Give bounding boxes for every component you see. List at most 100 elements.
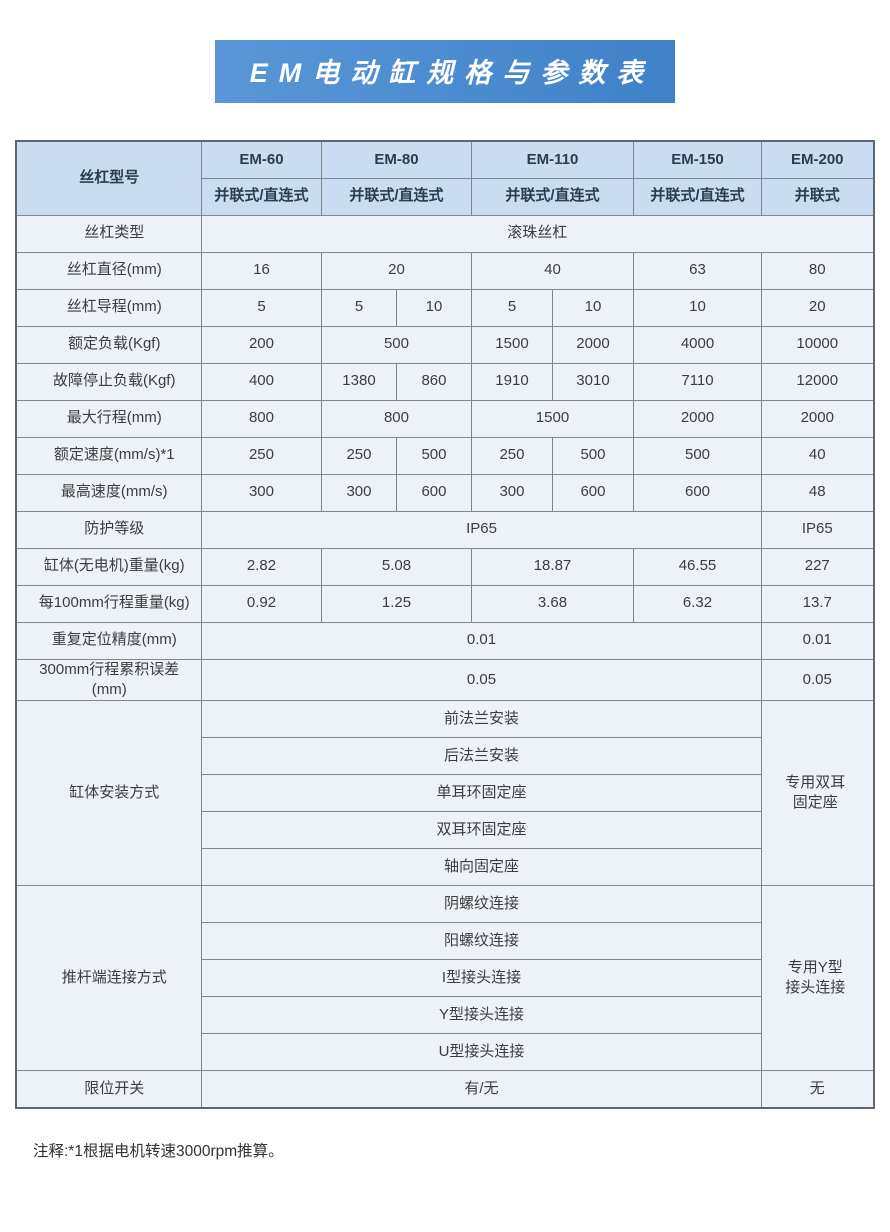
table-row: 额定负载(Kgf) 200 500 1500 2000 4000 10000 <box>15 325 874 364</box>
table-cell: 227 <box>761 547 874 586</box>
row-label: 缸体安装方式 <box>15 700 202 886</box>
table-row: 防护等级 IP65 IP65 <box>15 510 874 549</box>
table-cell: 13.7 <box>761 584 874 623</box>
table-cell: 3010 <box>551 362 635 401</box>
table-cell: 5.08 <box>320 547 472 586</box>
table-cell: 2000 <box>761 399 874 438</box>
table-cell: 40 <box>761 436 874 475</box>
table-row: 故障停止负载(Kgf) 400 1380 860 1910 3010 7110 12000 <box>15 362 874 401</box>
table-row: U型接头连接 <box>16 1033 873 1071</box>
title-banner: EM电动缸规格与参数表 <box>215 40 675 103</box>
table-row: 丝杠直径(mm) 16 20 40 63 80 <box>15 251 874 290</box>
table-cell: 300 <box>200 473 322 512</box>
row-label: 重复定位精度(mm) <box>15 621 202 660</box>
table-cell: 5 <box>200 288 322 327</box>
table-cell: 滚珠丝杠 <box>200 214 875 253</box>
row-label: 丝杠类型 <box>15 214 202 253</box>
table-row: 缸体(无电机)重量(kg) 2.82 5.08 18.87 46.55 227 <box>15 547 874 586</box>
table-row: 丝杠导程(mm) 5 5 10 5 10 10 20 <box>15 288 874 327</box>
table-cell: 800 <box>200 399 322 438</box>
table-row: 最大行程(mm) 800 800 1500 2000 2000 <box>15 399 874 438</box>
table-cell: 前法兰安装 <box>200 700 763 738</box>
table-cell: 6.32 <box>633 584 762 623</box>
table-cell: IP65 <box>761 510 874 549</box>
header-row-types: 并联式/直连式 并联式/直连式 并联式/直连式 并联式/直连式 并联式 <box>16 177 874 216</box>
column-subheader-em-60: 并联式/直连式 <box>200 177 322 216</box>
table-cell: 专用Y型 接头连接 <box>761 885 874 1071</box>
table-row: 重复定位精度(mm) 0.01 0.01 <box>15 621 874 660</box>
table-cell: 20 <box>320 251 472 290</box>
column-header-em-110: EM-110 <box>470 140 635 179</box>
table-cell: 10 <box>633 288 762 327</box>
table-cell: 500 <box>395 436 472 475</box>
table-cell: 单耳环固定座 <box>200 774 763 812</box>
row-header-label: 丝杠型号 <box>15 140 202 216</box>
row-label: 额定速度(mm/s)*1 <box>15 436 202 475</box>
row-label: 每100mm行程重量(kg) <box>15 584 202 623</box>
table-cell: 阴螺纹连接 <box>200 885 763 923</box>
table-row: 最高速度(mm/s) 300 300 600 300 600 600 48 <box>15 473 874 512</box>
table-cell: 5 <box>470 288 553 327</box>
table-cell: 5 <box>320 288 397 327</box>
table-cell: 500 <box>633 436 762 475</box>
table-cell: 16 <box>200 251 322 290</box>
column-header-em-150: EM-150 <box>633 140 762 179</box>
row-label: 防护等级 <box>15 510 202 549</box>
row-label: 额定负载(Kgf) <box>15 325 202 364</box>
column-header-em-200: EM-200 <box>761 140 874 179</box>
column-subheader-em-110: 并联式/直连式 <box>470 177 635 216</box>
table-row: 后法兰安装 <box>16 737 873 775</box>
row-label: 300mm行程累积误差 (mm) <box>15 658 202 701</box>
table-cell: 600 <box>395 473 472 512</box>
table-row: 丝杠类型 滚珠丝杠 <box>15 214 875 253</box>
table-cell: 40 <box>470 251 635 290</box>
table-cell: 0.92 <box>200 584 322 623</box>
row-label: 最高速度(mm/s) <box>15 473 202 512</box>
table-cell: 860 <box>395 362 472 401</box>
table-cell: 专用双耳 固定座 <box>761 700 874 886</box>
column-header-em-80: EM-80 <box>320 140 472 179</box>
column-subheader-em-150: 并联式/直连式 <box>633 177 762 216</box>
table-row: 阳螺纹连接 <box>16 922 873 960</box>
title-banner-container: EM电动缸规格与参数表 <box>0 40 890 103</box>
table-cell: 7110 <box>633 362 762 401</box>
table-cell: 10 <box>551 288 635 327</box>
table-row: 推杆端连接方式 阴螺纹连接 专用Y型 接头连接 <box>15 885 874 1071</box>
table-cell: 0.01 <box>761 621 874 660</box>
table-cell: 300 <box>470 473 553 512</box>
table-cell: 48 <box>761 473 874 512</box>
spec-table: 丝杠型号 EM-60 EM-80 EM-110 EM-150 EM-200 并联… <box>15 140 875 1109</box>
table-cell: 80 <box>761 251 874 290</box>
table-row: 额定速度(mm/s)*1 250 250 500 250 500 500 40 <box>15 436 874 475</box>
table-cell: 10 <box>395 288 472 327</box>
column-header-em-60: EM-60 <box>200 140 322 179</box>
table-cell: 250 <box>320 436 397 475</box>
row-label: 推杆端连接方式 <box>15 885 202 1071</box>
table-cell: 0.05 <box>200 658 763 701</box>
table-cell: 阳螺纹连接 <box>200 922 763 960</box>
table-row: 轴向固定座 <box>16 848 873 886</box>
table-cell: 有/无 <box>200 1070 763 1108</box>
table-cell: 600 <box>633 473 762 512</box>
table-cell: 2000 <box>633 399 762 438</box>
row-label: 故障停止负载(Kgf) <box>15 362 202 401</box>
table-cell: 500 <box>320 325 472 364</box>
table-cell: 3.68 <box>470 584 635 623</box>
table-cell: U型接头连接 <box>200 1033 763 1071</box>
table-row: 每100mm行程重量(kg) 0.92 1.25 3.68 6.32 13.7 <box>15 584 874 623</box>
table-cell: 1.25 <box>320 584 472 623</box>
table-cell: 1500 <box>470 399 635 438</box>
table-cell: 1500 <box>470 325 553 364</box>
table-cell: 200 <box>200 325 322 364</box>
table-cell: 600 <box>551 473 635 512</box>
row-label: 丝杠直径(mm) <box>15 251 202 290</box>
table-cell: 400 <box>200 362 322 401</box>
table-cell: 轴向固定座 <box>200 848 763 886</box>
row-label: 缸体(无电机)重量(kg) <box>15 547 202 586</box>
table-cell: 10000 <box>761 325 874 364</box>
table-cell: 0.05 <box>761 658 874 701</box>
header-row-models: 丝杠型号 EM-60 EM-80 EM-110 EM-150 EM-200 <box>15 140 874 216</box>
table-cell: 500 <box>551 436 635 475</box>
table-row: 限位开关 有/无无 <box>15 1070 874 1108</box>
